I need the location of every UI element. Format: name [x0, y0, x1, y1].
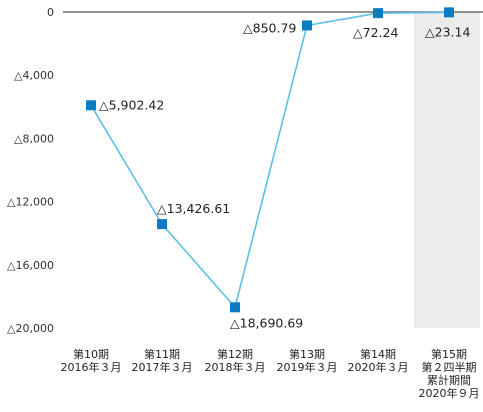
x-tick-label: 2020年９月 — [419, 386, 480, 400]
y-tick-label: △12,000 — [7, 196, 54, 209]
data-label: △13,426.61 — [157, 201, 230, 216]
y-tick-label: △20,000 — [7, 322, 54, 335]
data-label: △18,690.69 — [230, 315, 303, 330]
data-point-marker — [230, 302, 240, 313]
y-tick-label: △4,000 — [14, 69, 54, 82]
x-tick-label: 2017年３月 — [132, 360, 193, 374]
x-tick-label: 第11期 — [144, 347, 180, 361]
x-tick-label: 2016年３月 — [61, 360, 122, 374]
x-tick-label: 2020年３月 — [348, 360, 409, 374]
y-tick-label: △8,000 — [14, 132, 54, 145]
data-point-marker — [444, 7, 454, 18]
y-tick-label: △16,000 — [7, 259, 54, 272]
x-tick-label: 第13期 — [289, 347, 325, 361]
data-point-marker — [373, 8, 383, 19]
data-point-marker — [302, 20, 312, 31]
data-label: △5,902.42 — [99, 97, 164, 112]
x-tick-label: 第15期 — [431, 347, 467, 361]
x-tick-label: 第14期 — [360, 347, 396, 361]
x-tick-label: 2019年３月 — [277, 360, 338, 374]
data-label: △72.24 — [353, 25, 398, 40]
series-line — [90, 11, 450, 309]
data-point-marker — [86, 100, 96, 111]
x-tick-label: 2018年３月 — [205, 360, 266, 374]
y-tick-label: 0 — [47, 6, 54, 19]
x-tick-label: 第10期 — [73, 347, 109, 361]
x-tick-label: 第２四半期 — [422, 360, 477, 374]
data-label: △850.79 — [243, 20, 296, 35]
highlight-period-background — [414, 12, 480, 328]
data-label: △23.14 — [425, 24, 470, 39]
x-tick-label: 第12期 — [217, 347, 253, 361]
data-point-marker — [157, 219, 167, 230]
x-tick-label: 累計期間 — [427, 373, 471, 387]
